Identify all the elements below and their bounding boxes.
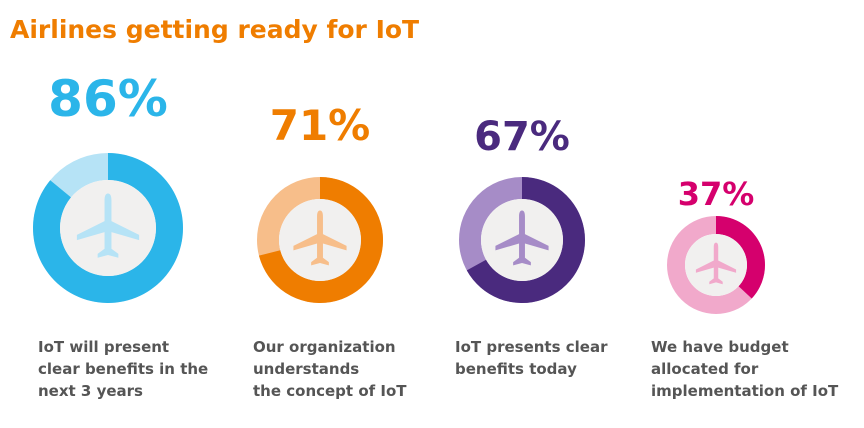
donut-segment: [33, 153, 184, 303]
value-label: 71%: [270, 101, 371, 150]
value-label: 86%: [48, 70, 168, 128]
plane-icon: [76, 193, 140, 258]
donut-segment: [258, 177, 383, 303]
value-label: 37%: [678, 175, 755, 213]
category-label: We have budget allocated for implementatio…: [651, 338, 839, 400]
plane-icon: [293, 210, 347, 266]
category-label: IoT presents clear benefits today: [455, 338, 608, 378]
plane-icon: [495, 210, 549, 266]
category-label: Our organization understands the concept o…: [253, 338, 407, 400]
donut-segment: [716, 216, 766, 299]
value-label: 67%: [474, 114, 570, 160]
donut-segment: [466, 177, 586, 304]
category-label: IoT will present clear benefits in the nex…: [38, 338, 208, 400]
plane-icon: [695, 242, 737, 285]
chart-title: Airlines getting ready for IoT: [10, 15, 419, 44]
